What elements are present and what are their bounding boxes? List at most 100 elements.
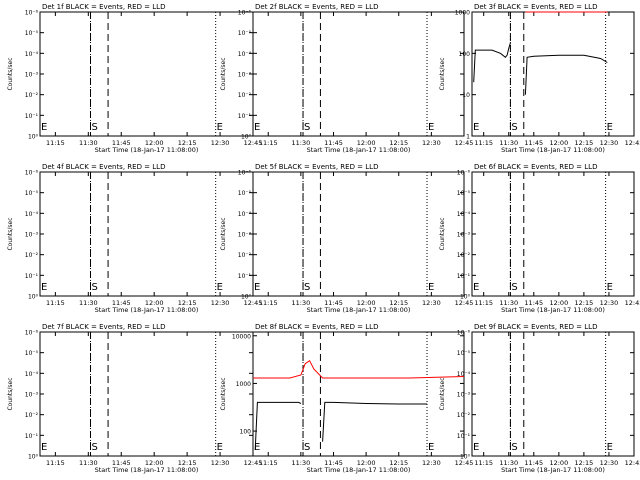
x-tick-label: 11:45 — [524, 459, 543, 467]
y-tick-label: 10⁻⁶ — [238, 10, 252, 17]
y-tick-label: 10⁰ — [241, 134, 252, 141]
y-axis-label: Counts/sec — [439, 217, 446, 250]
x-tick-label: 11:15 — [474, 299, 493, 307]
x-tick-label: 11:15 — [474, 139, 493, 147]
panel-title: Det 2f BLACK = Events, RED = LLD — [255, 3, 378, 11]
y-tick-label: 10⁻⁶ — [25, 10, 39, 17]
x-axis-label: Start Time (18-Jan-17 11:08:00) — [307, 306, 411, 314]
panel-title: Det 6f BLACK = Events, RED = LLD — [474, 163, 597, 171]
start-marker: S — [304, 122, 310, 133]
y-tick-label: 10⁻¹ — [25, 273, 39, 280]
end-marker: E — [41, 442, 47, 453]
x-tick-label: 12:15 — [575, 459, 594, 467]
x-tick-label: 11:45 — [324, 459, 343, 467]
end-marker: E — [217, 282, 223, 293]
y-tick-label: 10⁻³ — [457, 232, 471, 239]
x-tick-label: 12:15 — [178, 459, 197, 467]
y-axis-label: Counts/sec — [439, 377, 446, 410]
y-axis-label: Counts/sec — [7, 57, 14, 90]
x-axis-label: Start Time (18-Jan-17 11:08:00) — [307, 466, 411, 474]
start-marker: S — [92, 122, 98, 133]
x-tick-label: 12:45 — [244, 299, 263, 307]
x-tick-label: 12:00 — [145, 459, 164, 467]
x-axis-label: Start Time (18-Jan-17 11:08:00) — [501, 306, 605, 314]
series-line — [254, 401, 302, 451]
x-tick-label: 11:45 — [112, 459, 131, 467]
x-tick-label: 12:30 — [211, 299, 230, 307]
panel-title: Det 9f BLACK = Events, RED = LLD — [474, 323, 597, 331]
panel-title: Det 4f BLACK = Events, RED = LLD — [42, 163, 165, 171]
plot-frame — [252, 11, 465, 137]
x-tick-label: 11:15 — [259, 139, 278, 147]
start-marker: S — [511, 122, 517, 133]
x-tick-label: 12:30 — [600, 299, 619, 307]
panel-5: Det 5f BLACK = Events, RED = LLD 11:15 11:… — [220, 163, 473, 314]
x-tick-label: 12:15 — [389, 299, 408, 307]
x-tick-label: 11:45 — [524, 299, 543, 307]
y-tick-label: 10⁻⁴ — [25, 211, 39, 218]
y-tick-label: 10⁻⁴ — [25, 51, 39, 58]
plot-frame — [471, 11, 635, 137]
end-marker: E — [607, 442, 613, 453]
y-tick-label: 10⁻¹ — [25, 433, 39, 440]
x-tick-label: 11:15 — [259, 299, 278, 307]
x-tick-label: 11:15 — [46, 459, 65, 467]
plot-frame — [471, 331, 635, 457]
start-marker: S — [304, 282, 310, 293]
start-marker: S — [304, 442, 310, 453]
x-tick-label: 11:15 — [46, 299, 65, 307]
x-tick-label: 12:15 — [178, 139, 197, 147]
x-tick-label: 11:45 — [112, 139, 131, 147]
y-tick-label: 10⁻¹ — [238, 113, 252, 120]
y-tick-label: 10⁻⁵ — [25, 190, 39, 197]
y-tick-label: 10⁻⁴ — [25, 371, 39, 378]
y-tick-label: 10⁻² — [25, 252, 39, 259]
x-tick-label: 11:30 — [499, 299, 518, 307]
end-marker: E — [473, 122, 479, 133]
x-tick-label: 12:00 — [145, 299, 164, 307]
x-tick-label: 12:45 — [244, 139, 263, 147]
y-tick-label: 10⁻⁴ — [457, 211, 471, 218]
start-marker: S — [92, 442, 98, 453]
series-line — [322, 401, 427, 442]
x-tick-label: 12:30 — [422, 139, 441, 147]
x-tick-label: 12:30 — [422, 459, 441, 467]
y-tick-label: 10⁻⁶ — [457, 330, 471, 337]
x-tick-label: 12:45 — [455, 299, 474, 307]
x-axis-label: Start Time (18-Jan-17 11:08:00) — [95, 466, 199, 474]
y-axis-label: Counts/sec — [220, 377, 227, 410]
x-axis-label: Start Time (18-Jan-17 11:08:00) — [307, 146, 411, 154]
start-marker: S — [92, 282, 98, 293]
y-tick-label: 10⁻¹ — [25, 113, 39, 120]
y-tick-label: 10⁻³ — [25, 232, 39, 239]
start-marker: S — [511, 282, 517, 293]
start-marker: S — [511, 442, 517, 453]
panel-6: Det 6f BLACK = Events, RED = LLD 11:15 11:… — [439, 163, 640, 314]
y-tick-label: 10⁻⁵ — [238, 190, 252, 197]
y-tick-label: 1000 — [455, 10, 470, 17]
end-marker: E — [217, 442, 223, 453]
y-tick-label: 10⁻⁶ — [238, 170, 252, 177]
y-tick-label: 10⁰ — [28, 294, 39, 301]
x-tick-label: 11:15 — [259, 459, 278, 467]
end-marker: E — [428, 122, 434, 133]
plot-frame — [252, 171, 465, 297]
y-tick-label: 10 — [462, 92, 470, 99]
x-tick-label: 12:15 — [389, 139, 408, 147]
end-marker: E — [41, 122, 47, 133]
x-tick-label: 11:45 — [524, 139, 543, 147]
y-tick-label: 10⁻⁴ — [238, 51, 252, 58]
y-tick-label: 10⁻⁵ — [457, 190, 471, 197]
y-tick-label: 10⁰ — [28, 134, 39, 141]
panel-title: Det 7f BLACK = Events, RED = LLD — [42, 323, 165, 331]
y-tick-label: 10⁻⁴ — [457, 371, 471, 378]
panel-1: Det 1f BLACK = Events, RED = LLD 11:15 11:… — [7, 3, 262, 154]
x-tick-label: 12:00 — [357, 139, 376, 147]
end-marker: E — [254, 282, 260, 293]
panel-8: Det 8f BLACK = Events, RED = LLD 11:15 11:… — [220, 323, 473, 474]
y-tick-label: 10⁻⁶ — [25, 170, 39, 177]
x-axis-label: Start Time (18-Jan-17 11:08:00) — [95, 146, 199, 154]
x-tick-label: 11:30 — [291, 139, 310, 147]
x-tick-label: 12:30 — [600, 459, 619, 467]
